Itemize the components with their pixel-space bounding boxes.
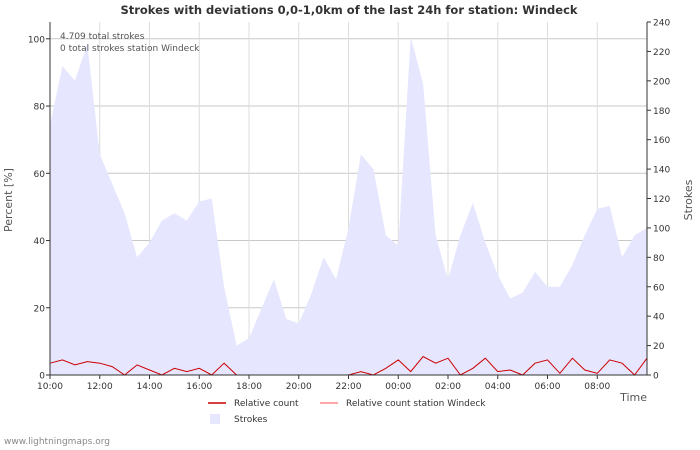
y-right-tick-label: 220 <box>653 48 670 58</box>
footer-credit: www.lightningmaps.org <box>4 437 110 447</box>
y-right-tick-label: 20 <box>653 342 665 352</box>
y-axis-right-label: Strokes <box>682 179 695 220</box>
y-right-tick-label: 180 <box>653 107 670 117</box>
y-axis-left-label: Percent [%] <box>2 168 15 232</box>
y-right-tick-label: 140 <box>653 166 670 176</box>
y-left-tick-label: 40 <box>34 237 46 247</box>
y-right-tick-label: 200 <box>653 77 670 87</box>
y-right-tick-label: 0 <box>653 372 659 382</box>
x-tick-label: 16:00 <box>186 382 212 392</box>
x-tick-label: 22:00 <box>336 382 362 392</box>
y-left-tick-label: 60 <box>34 170 46 180</box>
y-left-tick-label: 20 <box>34 304 46 314</box>
legend-swatch-box <box>210 414 220 424</box>
y-right-tick-label: 120 <box>653 195 670 205</box>
y-right-tick-label: 240 <box>653 19 670 29</box>
x-tick-label: 04:00 <box>485 382 511 392</box>
x-tick-label: 00:00 <box>385 382 411 392</box>
y-left-tick-label: 100 <box>28 35 45 45</box>
x-axis-label: Time <box>619 391 647 404</box>
x-tick-label: 12:00 <box>87 382 113 392</box>
x-tick-label: 06:00 <box>535 382 561 392</box>
axes: 0 20 40 60 80 100 0 20 40 60 80 100 120 140 160 180 200 2… <box>28 19 671 393</box>
y-right-tick-label: 100 <box>653 224 670 234</box>
x-tick-label: 18:00 <box>236 382 262 392</box>
y-left-tick-label: 0 <box>39 372 45 382</box>
legend-label: Strokes <box>234 415 268 425</box>
strokes-area-fill <box>50 36 647 375</box>
x-tick-label: 14:00 <box>137 382 163 392</box>
x-tick-label: 08:00 <box>584 382 610 392</box>
legend-label: Relative count station Windeck <box>346 399 486 409</box>
y-right-tick-label: 60 <box>653 283 665 293</box>
chart-title: Strokes with deviations 0,0-1,0km of the… <box>120 3 577 17</box>
legend-label: Relative count <box>234 399 299 409</box>
legend: Relative count Relative count station Win… <box>208 399 486 425</box>
y-right-tick-label: 160 <box>653 136 670 146</box>
y-right-tick-label: 80 <box>653 254 665 264</box>
strokes-area <box>50 36 647 375</box>
x-tick-label: 02:00 <box>435 382 461 392</box>
annotation-total-strokes: 4.709 total strokes <box>60 32 145 42</box>
y-left-tick-label: 80 <box>34 103 46 113</box>
annotation-station-strokes: 0 total strokes station Windeck <box>60 44 200 54</box>
y-right-tick-label: 40 <box>653 313 665 323</box>
x-tick-label: 10:00 <box>37 382 63 392</box>
x-tick-label: 20:00 <box>286 382 312 392</box>
